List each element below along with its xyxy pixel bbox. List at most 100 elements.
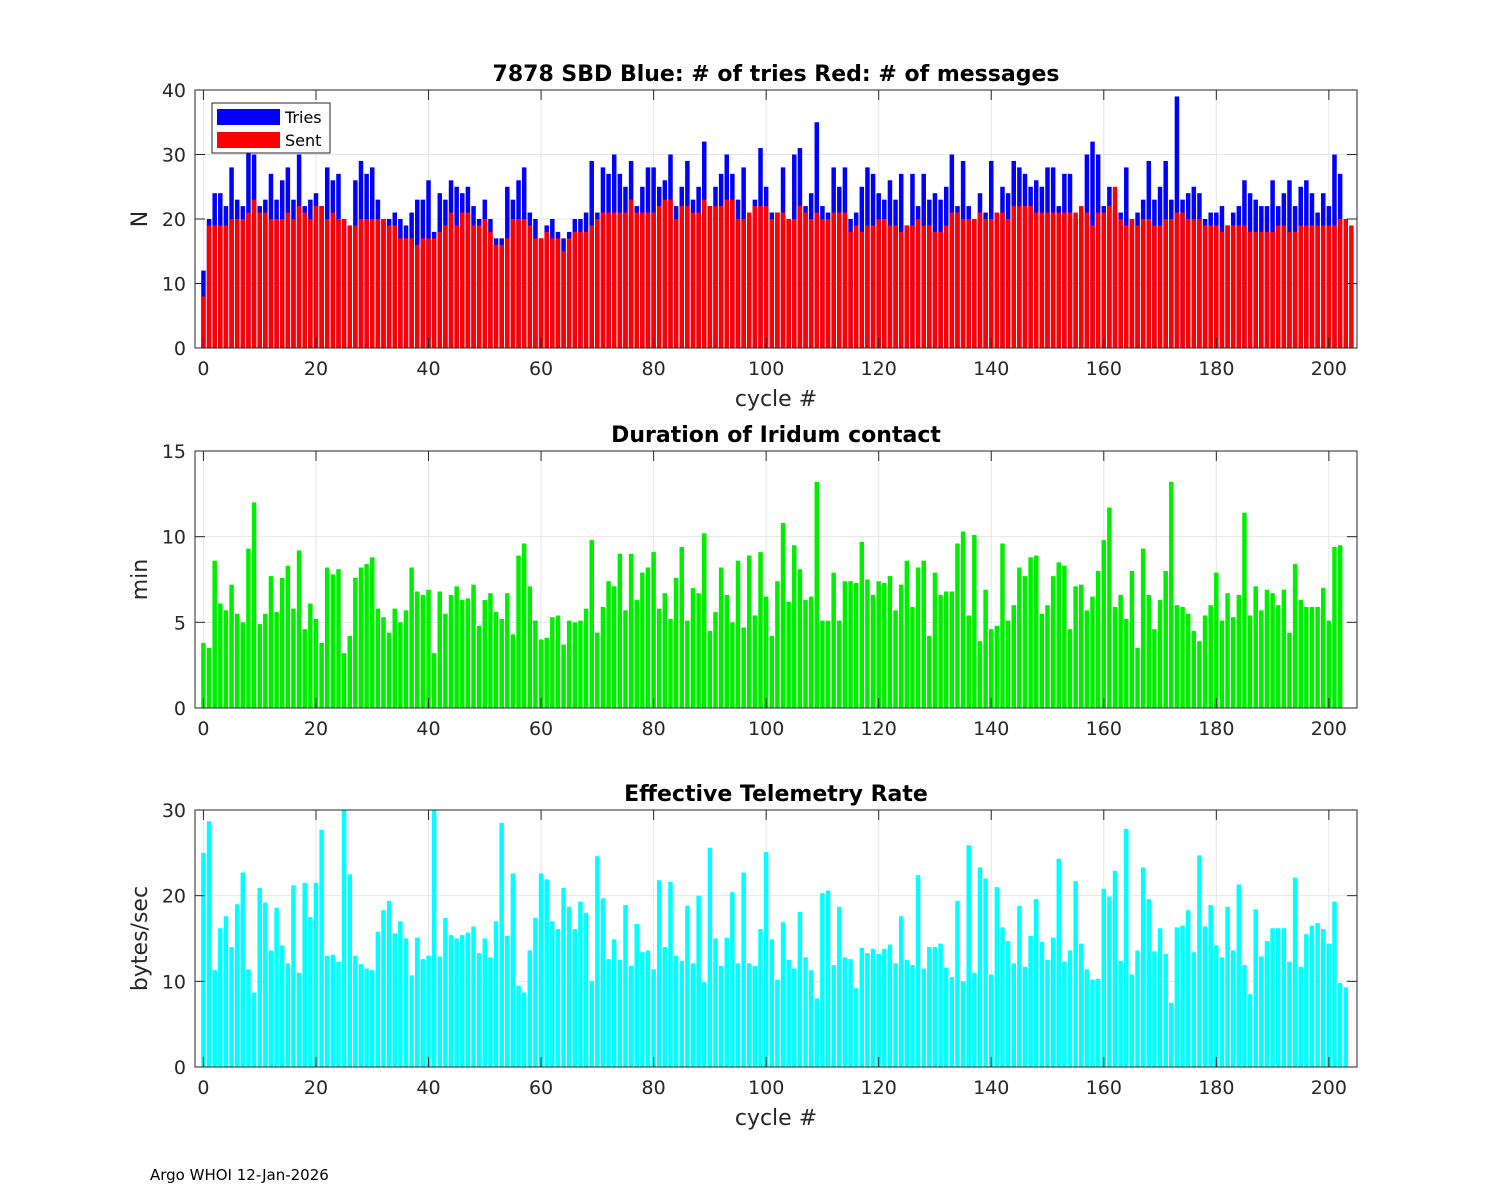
bar-duration-87 [690,588,696,708]
bar-rate-159 [1095,978,1101,1067]
bar-sent-185 [1242,225,1247,348]
bar-rate-101 [769,939,775,1067]
x-tick-label: 200 [1311,718,1347,740]
bar-sent-19 [308,219,313,348]
bar-rate-127 [915,875,921,1067]
bar-duration-164 [1124,618,1129,708]
bar-sent-115 [848,231,853,348]
bar-sent-202 [1337,219,1343,348]
bar-duration-73 [611,586,617,708]
bar-duration-150 [1045,605,1050,708]
bar-sent-141 [994,212,1000,348]
bar-duration-122 [887,576,893,708]
bar-duration-22 [324,567,330,708]
bar-rate-71 [600,898,606,1067]
bar-rate-122 [887,944,893,1067]
bar-duration-137 [972,534,977,708]
bar-rate-37 [409,975,414,1067]
bar-duration-185 [1242,512,1247,708]
bar-sent-183 [1230,225,1236,348]
bar-sent-16 [291,219,296,348]
bar-rate-99 [758,929,763,1067]
bar-duration-89 [702,533,707,708]
bar-duration-16 [291,608,296,708]
bar-rate-80 [651,969,656,1067]
bar-duration-12 [268,576,274,708]
bar-sent-102 [775,212,780,348]
bar-rate-19 [308,917,313,1067]
bar-sent-17 [296,206,302,348]
bar-rate-82 [662,947,668,1067]
bar-sent-193 [1287,231,1292,348]
bar-rate-152 [1056,858,1062,1067]
bar-duration-70 [595,632,600,708]
bar-duration-176 [1191,630,1197,708]
bar-sent-7 [240,219,246,348]
bar-sent-154 [1067,212,1073,348]
bar-rate-108 [808,970,814,1067]
bar-rate-95 [735,963,741,1067]
bar-duration-175 [1185,613,1191,708]
x-tick-label: 0 [197,718,209,740]
bar-duration-165 [1129,570,1135,708]
bar-rate-29 [364,968,369,1067]
bar-duration-121 [882,582,887,708]
bar-rate-192 [1281,928,1287,1067]
bar-duration-78 [640,572,645,708]
bar-sent-196 [1304,225,1309,348]
bar-rate-112 [831,965,836,1067]
bar-duration-55 [510,634,516,708]
bar-sent-41 [431,238,437,348]
bar-duration-56 [516,555,521,708]
bar-duration-126 [910,606,915,708]
bar-sent-123 [893,225,898,348]
bar-duration-144 [1011,605,1016,708]
bar-sent-52 [493,244,499,348]
bar-sent-142 [1000,212,1005,348]
bar-duration-117 [859,541,865,708]
bar-duration-31 [375,608,381,708]
bar-duration-10 [257,624,262,708]
bar-sent-98 [752,206,758,348]
bar-duration-69 [589,540,594,708]
bar-duration-102 [775,581,780,708]
bar-rate-143 [1005,941,1011,1067]
bar-duration-101 [769,636,775,708]
chart-1: 0 20 40 60 80 100 120 140 160 180 200 0 10 20 30 40 7878… [128,62,1358,412]
bar-duration-106 [797,569,803,708]
bar-sent-195 [1298,225,1303,348]
x-tick-label: 80 [642,718,666,740]
bar-rate-163 [1118,960,1123,1067]
bar-duration-149 [1039,613,1045,708]
bar-duration-4 [223,610,229,708]
bar-rate-129 [927,947,932,1067]
bar-sent-76 [628,199,634,348]
bar-sent-96 [741,219,746,348]
bar-rate-175 [1185,910,1191,1067]
legend-swatch-sent [217,132,280,148]
bar-duration-162 [1112,606,1118,708]
x-tick-label: 20 [304,718,328,740]
bar-sent-153 [1062,212,1067,348]
bar-sent-170 [1157,225,1163,348]
bar-sent-138 [977,212,983,348]
bar-rate-144 [1011,963,1016,1067]
bar-rate-115 [848,959,853,1067]
bar-rate-114 [842,957,848,1067]
bar-rate-75 [623,905,628,1067]
bar-rate-68 [583,912,589,1067]
bar-duration-141 [994,625,1000,708]
bar-duration-65 [566,620,572,708]
bar-rate-0 [201,852,206,1067]
bar-rate-92 [718,965,724,1067]
bar-rate-55 [510,873,516,1067]
bar-sent-44 [448,212,454,348]
bar-duration-52 [493,612,499,708]
y-tick-label: 30 [162,145,186,167]
bar-sent-62 [550,238,555,348]
bar-duration-20 [313,618,319,708]
bar-rate-44 [448,935,454,1067]
bar-sent-49 [476,225,482,348]
bar-rate-96 [741,872,746,1067]
bar-sent-65 [566,238,572,348]
